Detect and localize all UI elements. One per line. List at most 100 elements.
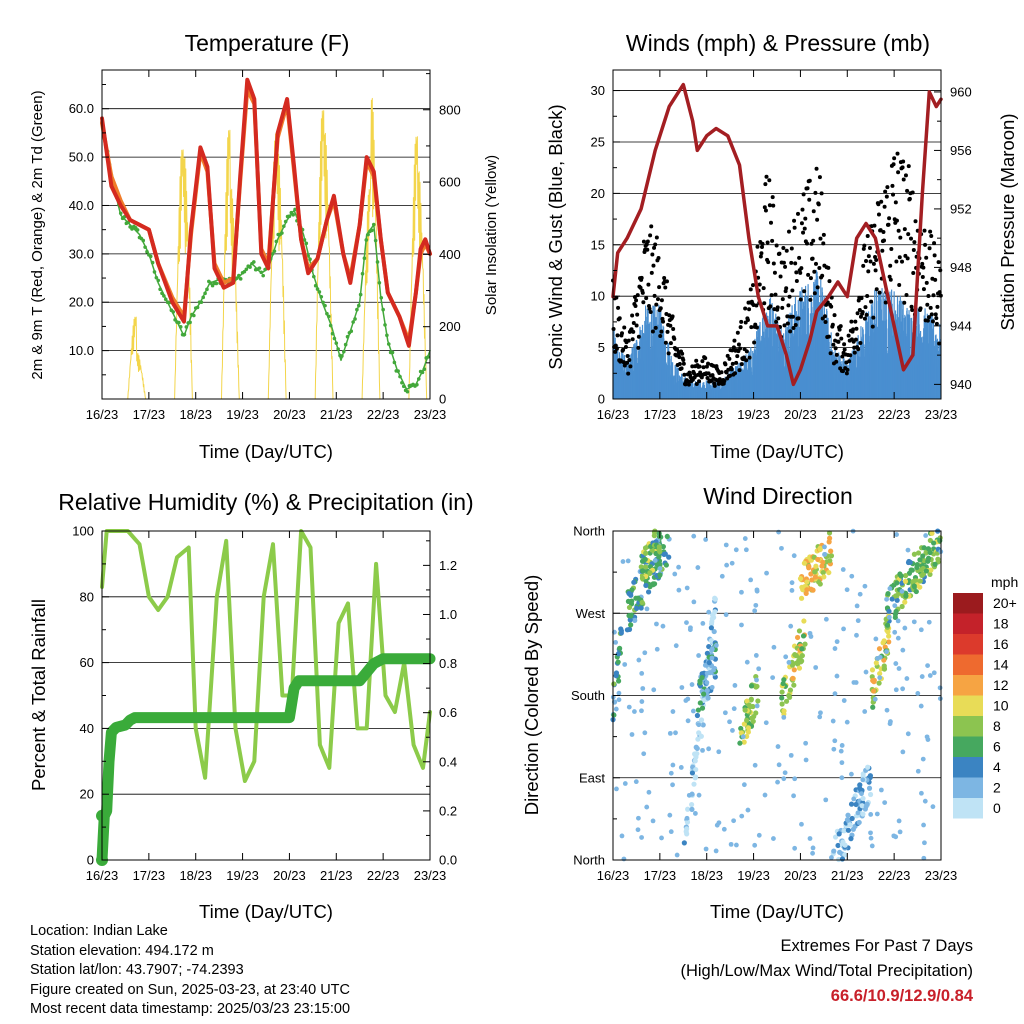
direction-point [840,567,846,572]
direction-point [921,822,926,828]
dewpoint-point [341,349,346,354]
dewpoint-point [203,291,207,296]
gust-point [613,343,618,348]
gust-point [808,297,813,302]
dewpoint-point [182,332,187,337]
direction-point [838,748,844,754]
direction-point [823,797,829,803]
gust-point [874,287,879,292]
gust-point [889,247,894,252]
gust-point [626,338,631,343]
gust-point [659,298,664,303]
x-tick-label: 19/23 [226,407,259,422]
gust-point [611,326,616,331]
gust-point [773,292,778,297]
direction-point [911,619,917,625]
gust-point [861,263,866,268]
x-tick-label: 20/23 [273,868,306,883]
station-location: Location: Indian Lake [30,923,168,939]
direction-point [810,845,816,851]
gust-point [928,229,933,234]
dewpoint-point [171,310,176,314]
temp-9m-line [100,87,432,343]
direction-point [613,706,619,712]
gust-point [887,216,892,221]
direction-point [863,804,869,810]
gust-point [804,241,809,246]
gust-point [913,219,918,224]
direction-point [754,587,760,593]
gust-point [840,354,845,359]
direction-point [832,834,839,840]
gust-point [734,360,739,365]
gust-point [619,331,624,336]
gust-point [821,232,826,237]
direction-point [893,661,899,666]
dewpoint-point [274,239,279,244]
direction-point [837,849,843,855]
direction-point [841,698,847,703]
gust-point [890,183,895,188]
direction-point [877,654,883,660]
direction-point [667,812,673,818]
legend-swatch [953,613,983,634]
dewpoint-point [118,211,123,216]
x-tick-label: 21/23 [320,868,353,883]
gust-point [748,287,753,292]
gust-point [768,304,773,309]
dewpoint-point [152,270,157,274]
gust-point [888,277,893,282]
dewpoint-point [332,336,337,341]
gust-point [796,316,801,321]
gust-point [928,305,933,310]
direction-point [691,533,697,539]
dewpoint-point [259,270,264,275]
gust-point [658,334,663,339]
direction-point [673,643,679,649]
direction-point [859,803,865,809]
gust-point [647,306,652,311]
direction-point [694,745,700,752]
direction-point [618,630,624,636]
direction-point [803,740,809,746]
recent-timestamp: Most recent data timestamp: 2025/03/23 2… [30,1001,351,1017]
direction-point [915,550,922,556]
gust-point [905,188,910,193]
direction-point [721,826,727,832]
direction-point [731,706,737,712]
gust-point [809,241,814,246]
gust-point [900,165,905,170]
gust-point [858,340,863,345]
gust-point [821,241,826,246]
gust-point [694,358,699,363]
gust-point [856,347,861,352]
temperature-title: Temperature (F) [185,30,350,56]
direction-point [695,707,701,713]
direction-point [886,614,892,620]
gust-point [853,337,858,342]
gust-point [871,315,876,320]
direction-point [756,832,762,838]
gust-point [694,381,699,386]
gust-point [640,290,645,295]
direction-point [723,612,729,618]
direction-point [642,650,648,656]
gust-point [897,255,902,260]
direction-point [640,568,646,574]
direction-point [689,770,696,776]
dewpoint-point [270,252,275,256]
direction-point [613,639,619,645]
direction-point [779,695,785,701]
gust-point [645,247,650,252]
solar-day-trace [127,316,147,400]
direction-point [748,696,754,702]
direction-point [925,546,932,552]
direction-point [704,670,710,676]
station-info: Location: Indian Lake Station elevation:… [30,922,350,1020]
direction-point [628,622,634,628]
direction-point [646,789,652,795]
gust-point [935,304,940,309]
direction-point [693,766,699,773]
gust-point [776,316,781,321]
direction-point [645,589,652,595]
